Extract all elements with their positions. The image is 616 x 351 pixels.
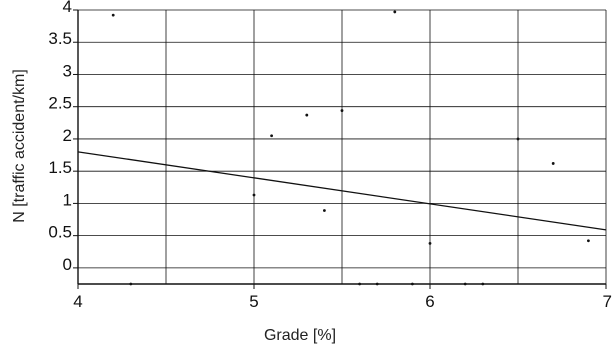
x-tick-label: 6 [425,292,434,311]
y-tick-label: 0.5 [48,223,72,242]
y-tick-label: 2.5 [48,94,72,113]
data-point [375,282,379,286]
trendline-group [77,151,607,231]
y-tick-labels: 0 0.5 1 1.5 2 2.5 3 3.5 4 [48,0,72,274]
data-point [551,162,555,165]
data-point [323,209,326,212]
data-point [411,282,414,286]
y-tick-label: 1.5 [48,158,72,177]
y-tick-label: 4 [63,0,72,16]
data-point [340,109,344,112]
data-point [129,282,133,286]
y-tick-label: 0 [63,255,72,274]
data-point [393,10,397,14]
data-point [516,137,520,141]
y-tick-label: 1 [63,190,72,209]
y-tick-label: 3.5 [48,29,72,48]
y-axis-title: N [traffic accident/km] [11,69,28,223]
x-axis-title: Grade [%] [264,327,336,344]
x-tick-labels: 4 5 6 7 [73,292,612,311]
data-point [305,113,309,117]
data-point [358,282,361,286]
data-point [587,239,590,243]
data-point [463,282,467,286]
x-tick-label: 5 [249,292,258,311]
axes [73,9,607,289]
data-point [481,282,485,286]
y-tick-label: 3 [63,61,72,80]
x-tick-label: 7 [603,292,612,311]
data-point [252,193,256,197]
trendline [77,151,607,231]
x-tick-label: 4 [73,292,82,311]
data-point [111,13,115,17]
data-point [270,134,273,138]
data-point [428,241,432,245]
scatter-series [111,10,590,286]
y-tick-label: 2 [63,126,72,145]
